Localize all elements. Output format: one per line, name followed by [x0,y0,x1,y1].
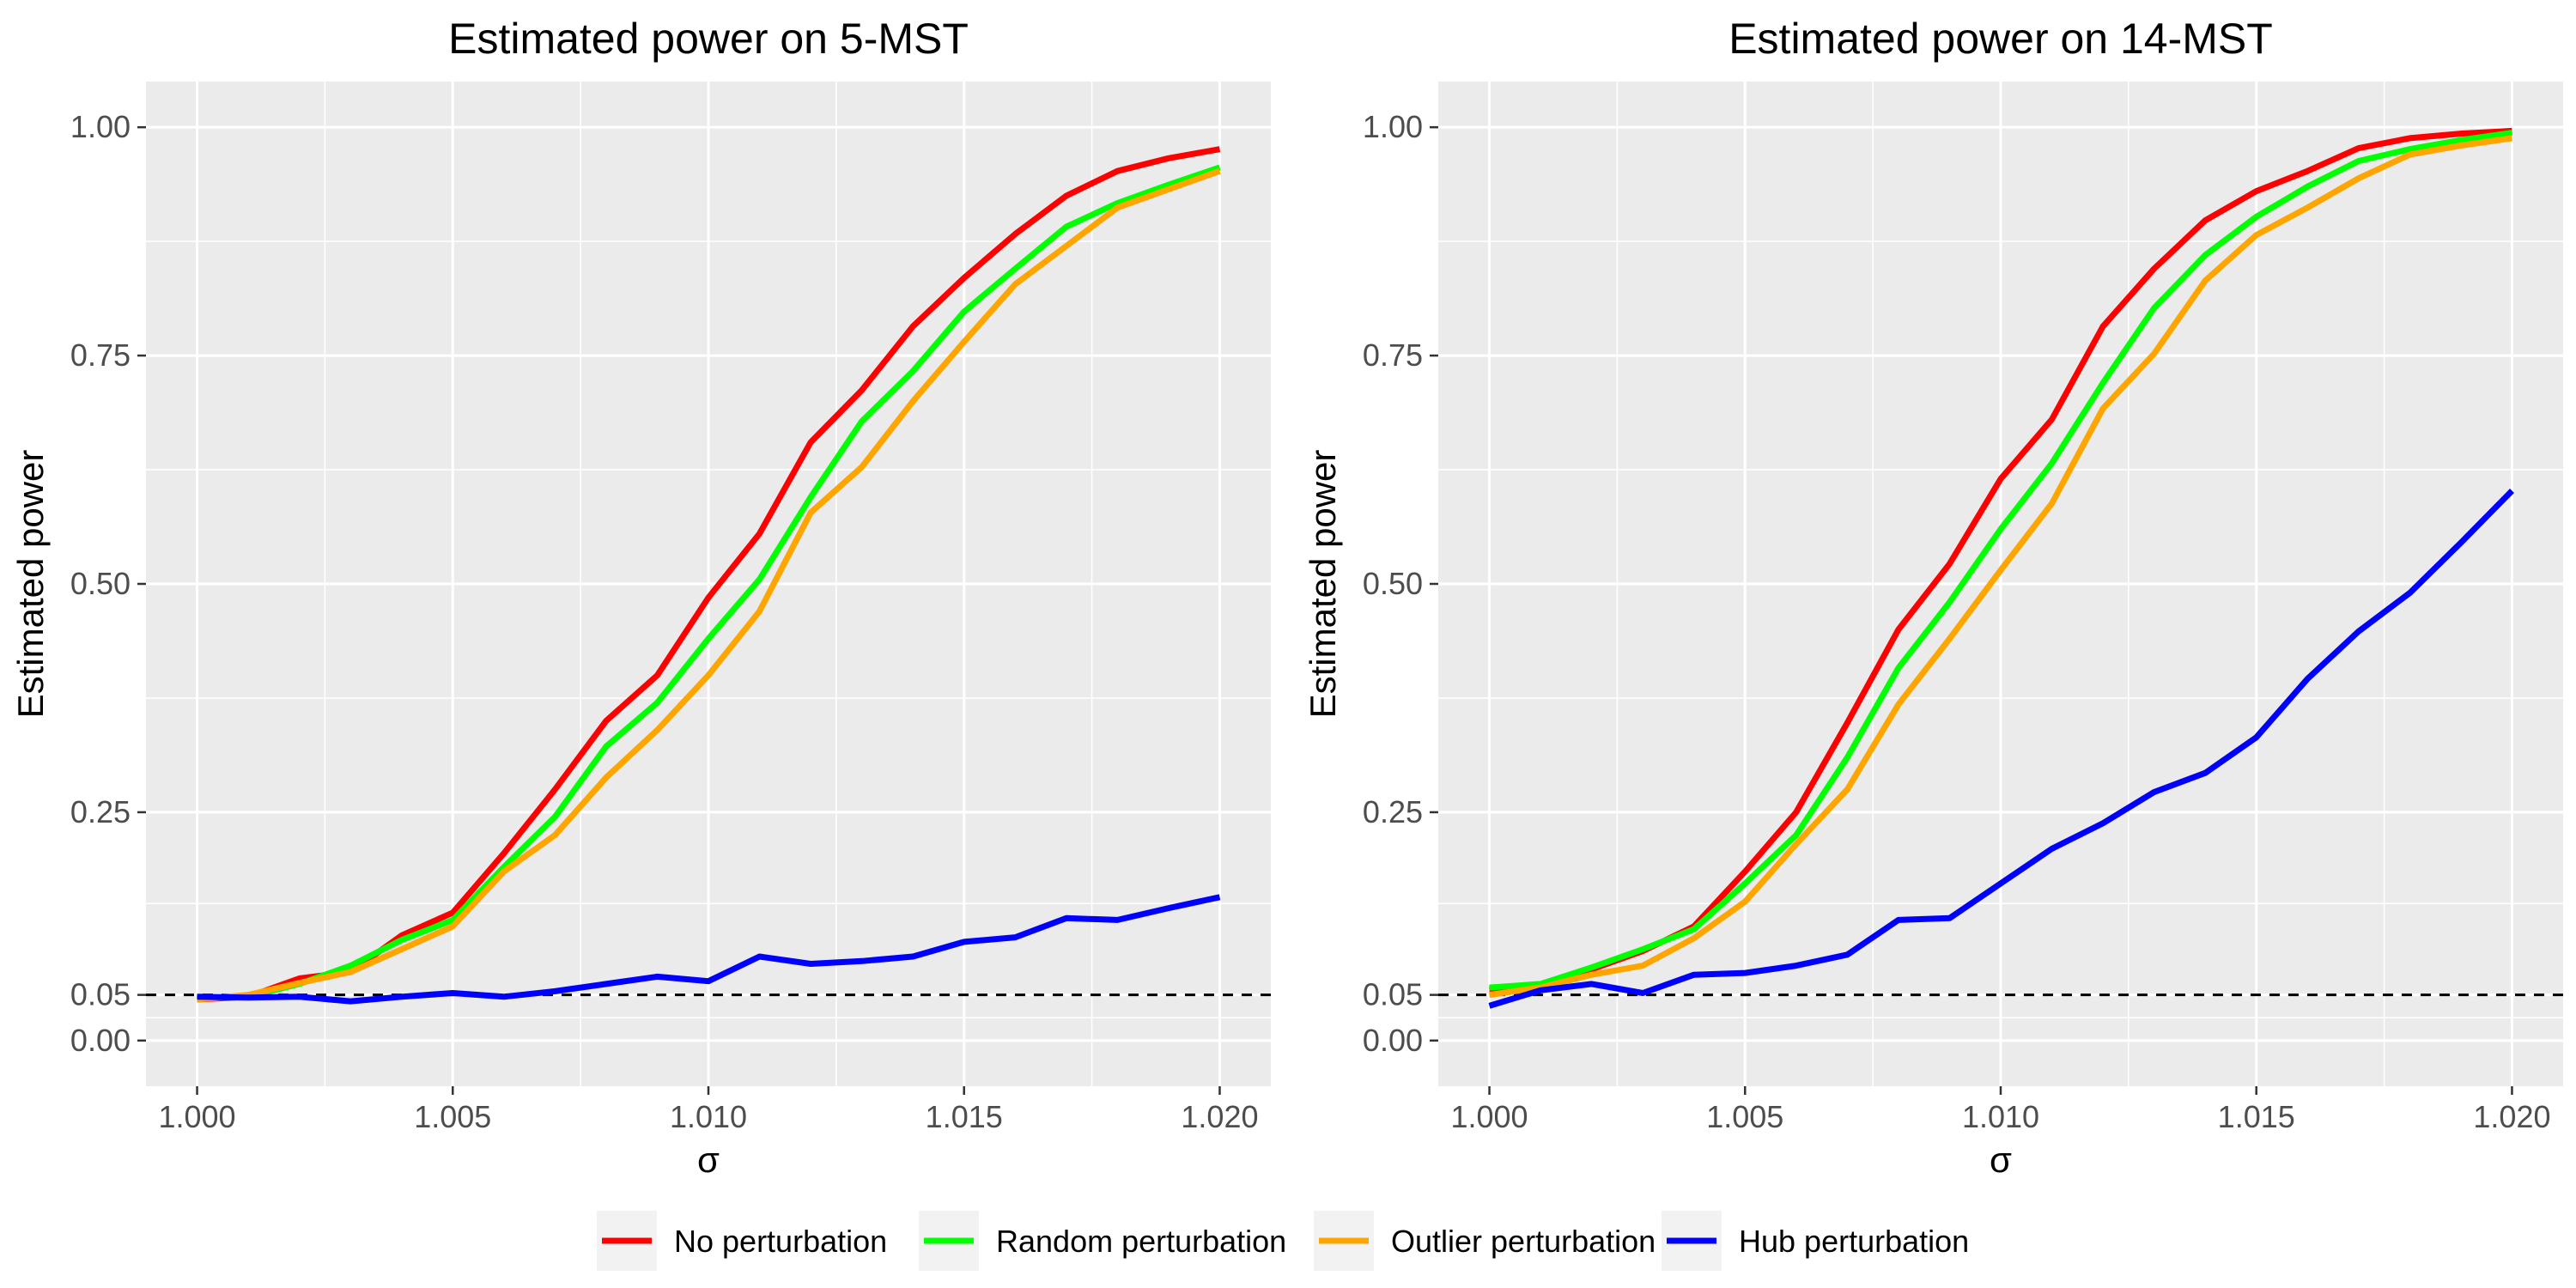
chart-title: Estimated power on 5-MST [448,15,969,63]
legend-item-hub-perturbation: Hub perturbation [1662,1211,1969,1271]
x-tick-label: 1.010 [670,1099,747,1134]
x-tick-label: 1.005 [1706,1099,1783,1134]
x-tick-label: 1.000 [158,1099,235,1134]
x-axis-label: σ [1990,1139,2012,1180]
legend-label: Hub perturbation [1739,1224,1969,1259]
y-axis-label: Estimated power [10,450,51,719]
y-tick-label: 0.00 [70,1023,131,1058]
chart-panel-2: 1.000 1.005 1.010 1.015 1.020 0.00 0.05 0.25 0.5… [1303,15,2563,1180]
y-tick-label: 0.25 [1363,794,1423,829]
legend-label: Random perturbation [996,1224,1286,1259]
x-tick-label: 1.020 [1181,1099,1258,1134]
legend-label: No perturbation [674,1224,887,1259]
legend-item-random-perturbation: Random perturbation [919,1211,1286,1271]
legend-label: Outlier perturbation [1391,1224,1656,1259]
y-tick-label: 0.00 [1363,1023,1423,1058]
legend-item-no-perturbation: No perturbation [597,1211,887,1271]
x-axis-label: σ [697,1139,720,1180]
y-tick-label: 0.75 [70,337,131,373]
series-line-hub-perturbation [197,894,1221,1005]
y-tick-label: 0.05 [70,977,131,1012]
chart-panel-1: 1.000 1.005 1.010 1.015 1.020 0.00 0.05 0.25 0.5… [10,15,1271,1180]
series-line-random-perturbation [197,164,1221,1001]
y-tick-label: 0.05 [1363,977,1423,1012]
series-line-outlier-perturbation [1489,135,2512,999]
x-tick-label: 1.015 [926,1099,1003,1134]
chart-title: Estimated power on 14-MST [1728,15,2273,63]
x-tick-label: 1.015 [2218,1099,2295,1134]
series-line-random-perturbation [1489,130,2512,991]
legend: No perturbation Random perturbation Outlie… [597,1211,1969,1271]
x-tick-label: 1.020 [2473,1099,2550,1134]
legend-item-outlier-perturbation: Outlier perturbation [1314,1211,1656,1271]
x-tick-label: 1.000 [1450,1099,1528,1134]
y-tick-label: 0.75 [1363,337,1423,373]
y-tick-label: 0.50 [1363,566,1423,601]
y-tick-label: 1.00 [1363,109,1423,144]
y-tick-label: 1.00 [70,109,131,144]
series-line-outlier-perturbation [197,167,1221,1003]
x-tick-label: 1.010 [1962,1099,2039,1134]
y-tick-label: 0.50 [70,566,131,601]
series-line-hub-perturbation [1488,489,2514,1009]
y-tick-label: 0.25 [70,794,131,829]
y-axis-label: Estimated power [1303,450,1343,719]
x-tick-label: 1.005 [414,1099,491,1134]
